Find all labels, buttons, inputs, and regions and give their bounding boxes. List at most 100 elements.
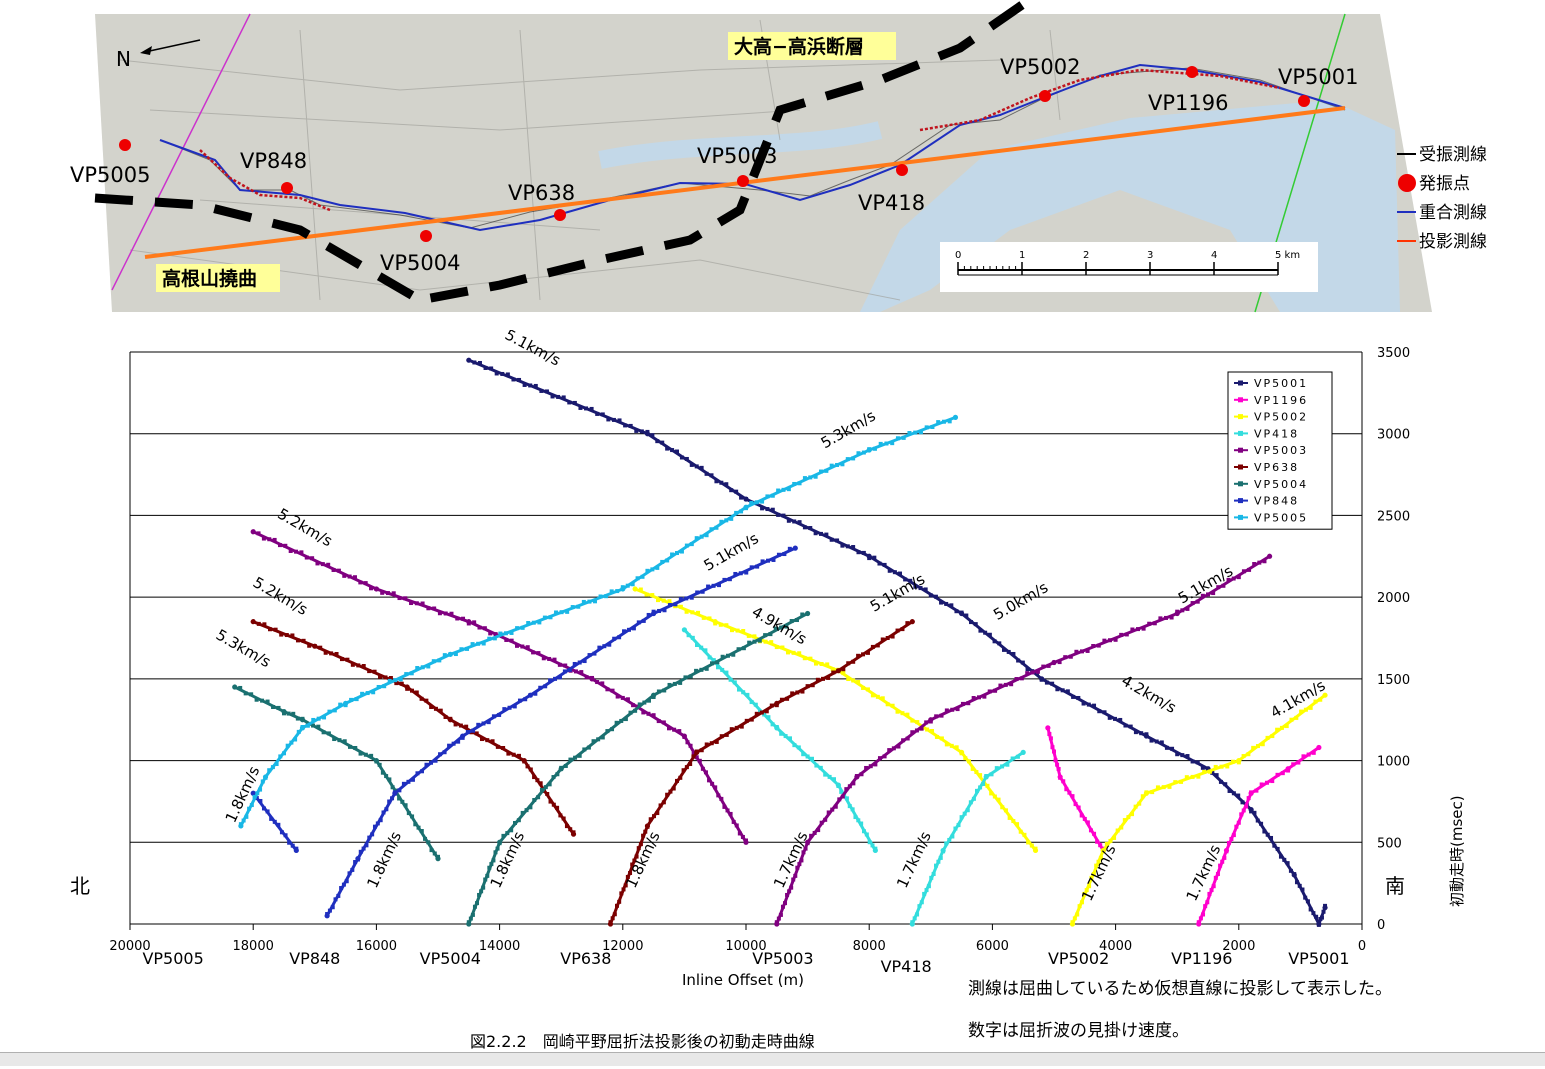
data-point <box>830 667 835 672</box>
data-point <box>760 506 765 511</box>
data-point <box>1213 764 1218 769</box>
data-point <box>327 709 332 714</box>
data-point <box>861 829 866 834</box>
data-point <box>1039 676 1045 682</box>
data-point <box>628 423 633 428</box>
data-point <box>1303 707 1308 712</box>
data-point <box>612 636 617 641</box>
data-point <box>1108 638 1112 643</box>
data-point <box>1275 727 1280 732</box>
data-point <box>1130 812 1135 817</box>
data-point <box>634 854 639 859</box>
data-point <box>759 710 764 715</box>
velocity-label: 5.3km/s <box>818 406 879 452</box>
data-point <box>1259 821 1264 826</box>
scale-tick-label: 0 <box>955 250 961 261</box>
data-point <box>435 856 441 862</box>
data-point <box>985 783 990 788</box>
data-point <box>367 669 372 674</box>
data-point <box>917 904 922 909</box>
data-point <box>288 548 293 553</box>
data-point <box>770 507 775 512</box>
data-point <box>1080 649 1084 654</box>
data-point <box>1278 854 1283 859</box>
data-point <box>785 892 790 897</box>
data-point <box>665 792 670 797</box>
data-point <box>786 487 791 492</box>
data-point <box>305 723 310 728</box>
data-point <box>770 493 775 498</box>
data-point <box>551 775 556 780</box>
x-tick-label: 12000 <box>602 939 643 954</box>
series-branch <box>468 358 1327 926</box>
data-point <box>744 570 749 575</box>
data-point <box>1136 627 1140 632</box>
data-point <box>1262 829 1267 834</box>
data-point <box>564 824 569 829</box>
data-point <box>936 859 941 864</box>
data-point <box>1275 772 1280 777</box>
data-point <box>1251 745 1256 750</box>
data-point <box>1130 627 1135 632</box>
data-point <box>582 747 587 752</box>
data-point <box>947 837 952 842</box>
data-point <box>910 718 915 723</box>
data-point <box>414 601 419 606</box>
data-point <box>458 723 463 728</box>
data-point <box>1190 759 1195 764</box>
data-point <box>579 670 584 675</box>
data-point <box>524 808 529 813</box>
data-point <box>1241 569 1246 574</box>
data-point <box>1282 857 1287 862</box>
data-point <box>699 465 704 470</box>
data-point <box>760 499 765 504</box>
data-point <box>891 746 896 751</box>
data-point <box>923 587 928 592</box>
data-point <box>802 656 807 661</box>
map-vp-label-vp1196: VP1196 <box>1148 91 1228 115</box>
data-point <box>509 638 514 643</box>
data-point <box>409 688 414 693</box>
data-point <box>1257 560 1262 565</box>
data-point <box>732 680 737 685</box>
north-arrow <box>144 39 201 53</box>
data-point <box>527 692 534 698</box>
x-tick-label: 16000 <box>356 939 397 954</box>
data-point <box>684 609 689 614</box>
series-vp5003 <box>250 529 1273 927</box>
data-point <box>928 717 934 723</box>
data-point <box>1009 682 1014 687</box>
data-point <box>495 846 500 851</box>
data-point <box>528 805 533 810</box>
data-point <box>900 627 905 632</box>
data-point <box>813 531 818 536</box>
data-point <box>760 559 765 564</box>
x-tick-label: 4000 <box>1099 939 1132 954</box>
data-point <box>1200 765 1205 770</box>
data-point <box>895 709 900 714</box>
data-point <box>606 417 611 422</box>
data-point <box>625 583 630 588</box>
data-point <box>1143 790 1149 796</box>
data-point <box>660 559 665 564</box>
data-point <box>969 620 974 625</box>
data-point <box>1000 805 1005 810</box>
data-point <box>573 669 578 674</box>
data-point <box>589 406 594 411</box>
data-point <box>291 711 296 716</box>
data-point <box>1107 715 1112 720</box>
data-point <box>720 667 725 672</box>
data-point <box>577 753 582 758</box>
data-point <box>987 689 992 694</box>
data-point <box>689 462 694 467</box>
vp-axis-label-vp5005: VP5005 <box>142 949 203 968</box>
data-point <box>1001 647 1006 652</box>
data-point <box>387 777 392 782</box>
data-point <box>1223 847 1230 854</box>
data-point <box>844 787 849 792</box>
series-vp5005 <box>238 414 959 829</box>
data-point <box>716 583 721 588</box>
data-point <box>939 736 944 741</box>
data-point <box>919 726 924 731</box>
data-point <box>719 734 724 739</box>
